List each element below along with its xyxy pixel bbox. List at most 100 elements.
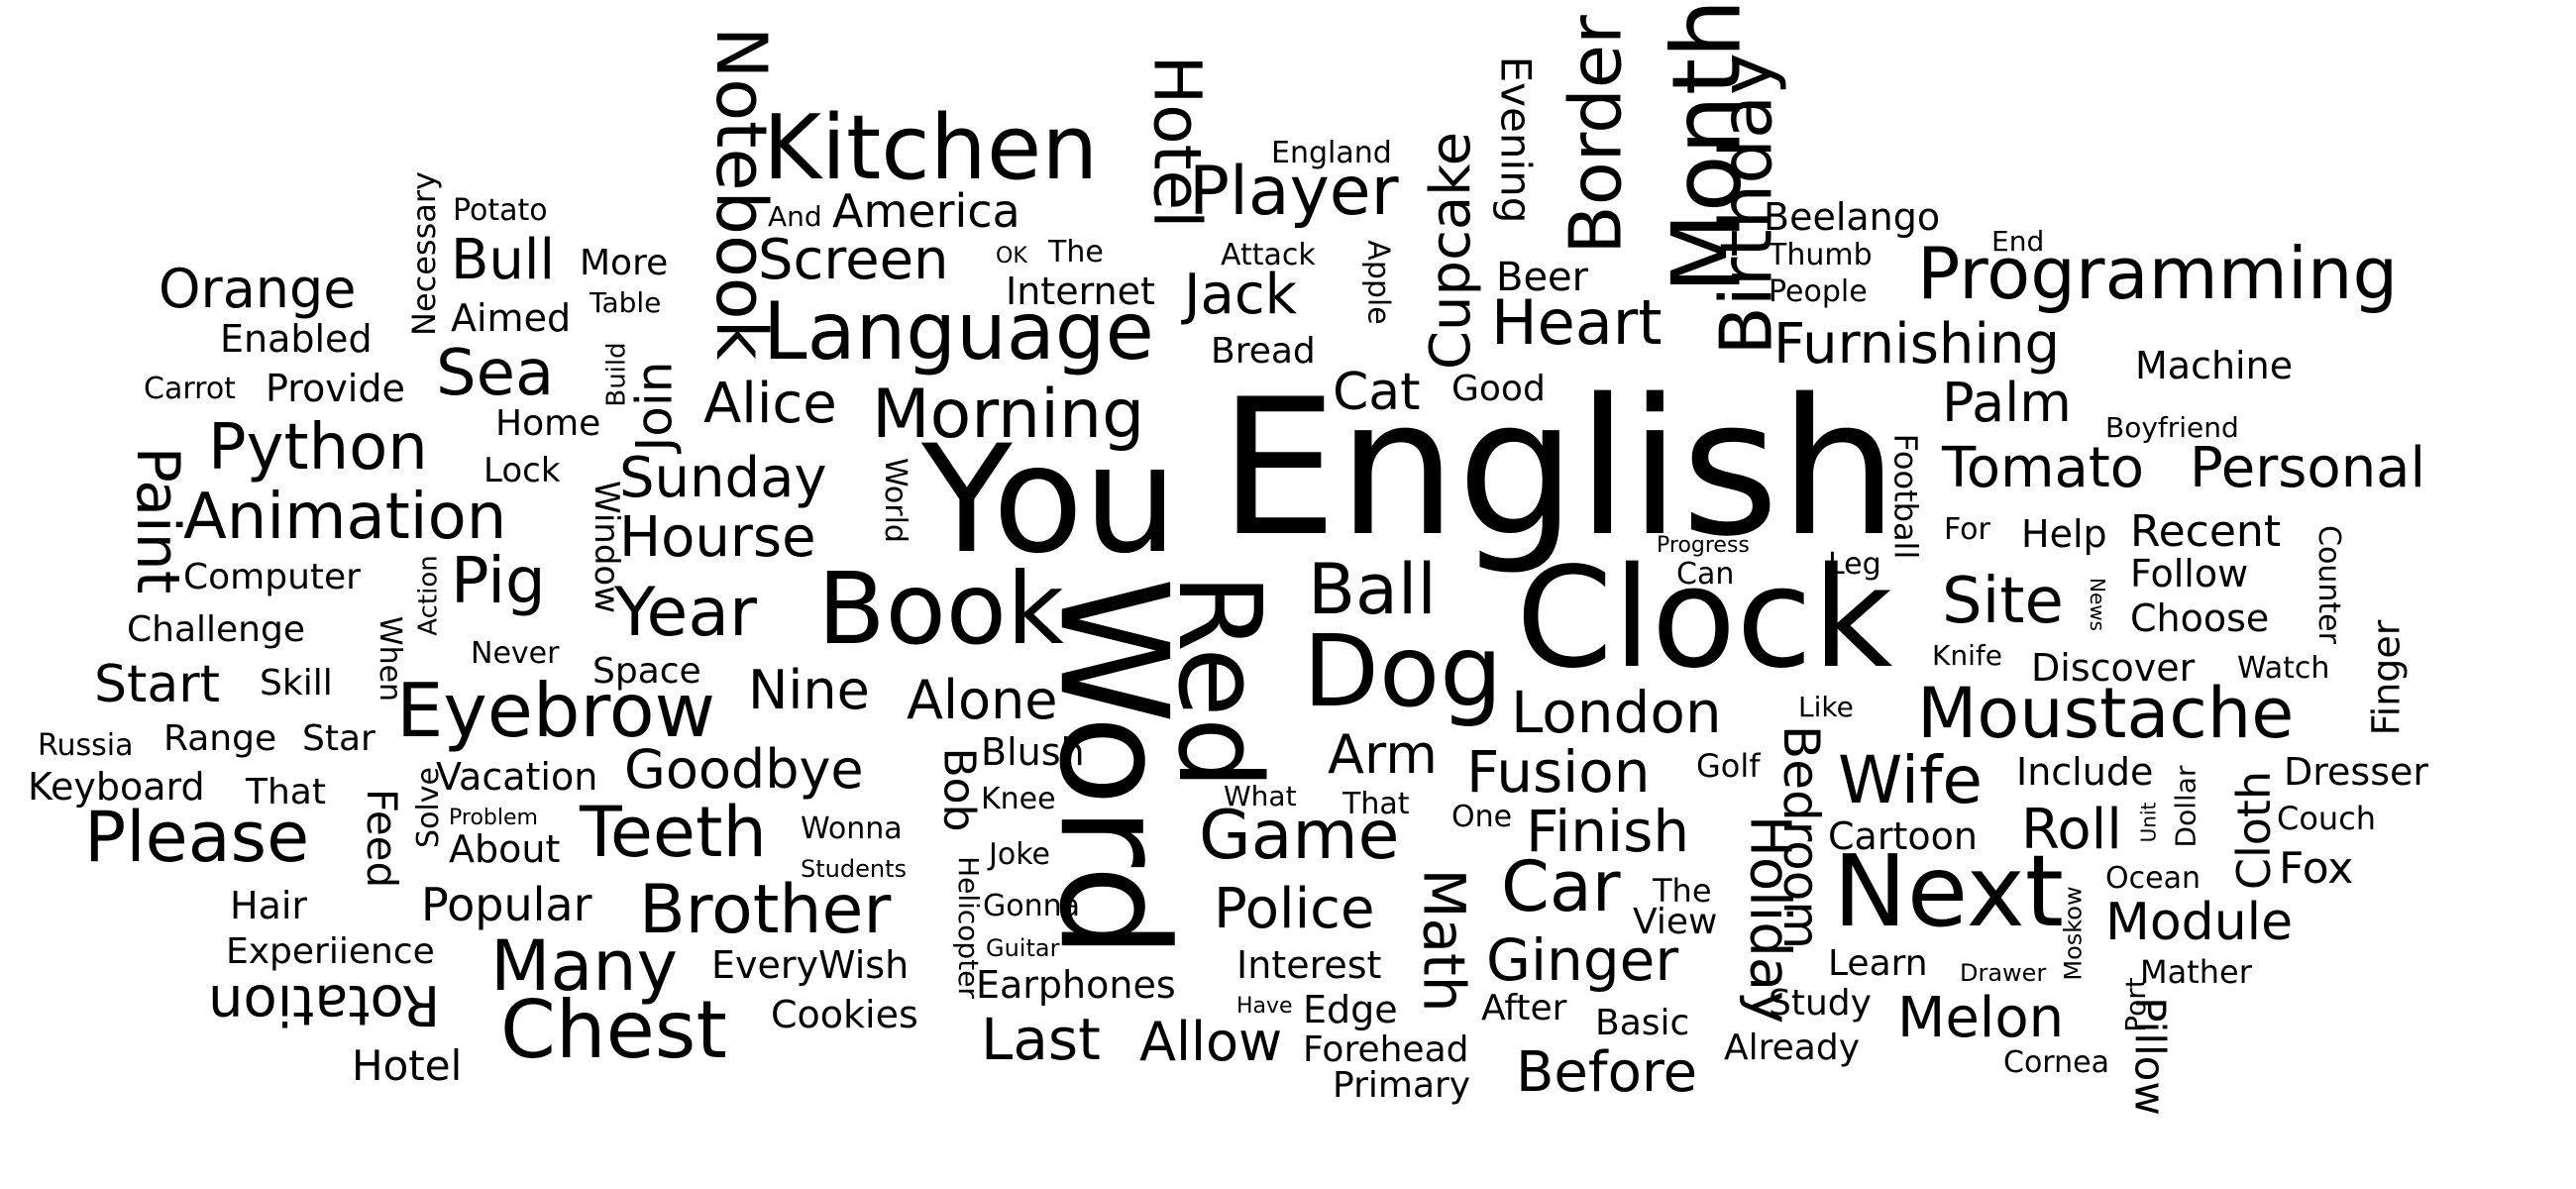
word-join: Join (625, 361, 684, 452)
word-beer: Beer (1496, 255, 1589, 300)
word-next: Next (1833, 833, 2064, 949)
word-melon: Melon (1897, 986, 2065, 1050)
word-rotation: Rotation (208, 972, 441, 1036)
word-window: Window (587, 480, 627, 614)
word-wife: Wife (1838, 742, 1983, 818)
word-notebook: Notebook (700, 26, 783, 361)
word-build: Build (601, 342, 632, 407)
word-cartoon: Cartoon (1828, 814, 1978, 858)
word-the-mid: The (1653, 872, 1712, 910)
word-moustache: Moustache (1917, 673, 2295, 754)
word-like: Like (1798, 691, 1854, 723)
word-many: Many (490, 925, 679, 1007)
word-evening: Evening (1491, 55, 1541, 224)
word-thumb: Thumb (1769, 238, 1873, 272)
word-gonna: Gonna (983, 889, 1081, 923)
word-year: Year (614, 574, 757, 652)
word-skill: Skill (260, 663, 333, 703)
word-choose: Choose (2130, 596, 2270, 640)
word-edge: Edge (1303, 988, 1398, 1031)
word-sea: Sea (436, 337, 555, 410)
word-lock: Lock (483, 451, 561, 490)
word-attack: Attack (1221, 238, 1316, 272)
word-car: Car (1501, 846, 1621, 927)
word-kitchen: Kitchen (763, 96, 1099, 200)
word-cookies: Cookies (771, 993, 918, 1036)
word-screen: Screen (758, 228, 949, 292)
word-math: Math (1410, 868, 1478, 1013)
word-space: Space (592, 651, 701, 692)
word-learn: Learn (1828, 943, 1928, 984)
word-you: You (921, 414, 1178, 587)
word-brother: Brother (639, 871, 892, 949)
word-border: Border (1554, 15, 1638, 255)
word-interest: Interest (1236, 943, 1382, 987)
word-carrot: Carrot (144, 372, 236, 406)
word-already: Already (1724, 1027, 1861, 1068)
word-helicopter: Helicopter (951, 856, 985, 999)
word-bread: Bread (1211, 331, 1316, 372)
word-discover: Discover (2031, 646, 2196, 690)
word-america: America (832, 184, 1020, 238)
word-heart: Heart (1491, 286, 1663, 359)
word-provide: Provide (266, 367, 405, 410)
word-about: About (449, 827, 561, 871)
word-vacation: Vacation (436, 755, 598, 799)
word-and: And (768, 200, 822, 233)
word-moskow: Moskow (2059, 886, 2088, 981)
word-football: Football (1886, 433, 1925, 560)
word-feed: Feed (358, 788, 407, 889)
word-language: Language (763, 285, 1154, 378)
word-forehead: Forehead (1303, 1029, 1469, 1070)
word-start: Start (94, 655, 221, 714)
word-paint: Paint (123, 446, 193, 594)
word-that-left: That (246, 772, 326, 812)
word-alice: Alice (703, 372, 837, 436)
word-nine: Nine (748, 659, 870, 721)
word-potato: Potato (453, 193, 548, 228)
word-teeth: Teeth (580, 792, 767, 873)
word-follow: Follow (2130, 552, 2249, 595)
word-more: More (580, 243, 669, 283)
word-have: Have (1236, 994, 1293, 1019)
word-bull: Bull (451, 228, 556, 292)
word-primary: Primary (1333, 1065, 1471, 1106)
word-fusion: Fusion (1466, 738, 1651, 806)
word-computer: Computer (183, 557, 361, 597)
word-orange: Orange (159, 258, 357, 320)
word-book: Book (817, 551, 1064, 667)
word-aimed: Aimed (451, 296, 572, 340)
word-leg: Leg (1828, 547, 1881, 582)
word-watch: Watch (2237, 651, 2330, 686)
word-problem: Problem (449, 806, 538, 830)
word-one: One (1451, 800, 1513, 834)
word-knife: Knife (1932, 639, 2002, 672)
word-ocean: Ocean (2105, 861, 2200, 896)
word-programming: Programming (1917, 232, 2399, 315)
word-eyebrow: Eyebrow (396, 667, 715, 754)
word-include: Include (2016, 750, 2154, 794)
word-when: When (373, 615, 408, 703)
word-unit: Unit (2136, 802, 2161, 843)
word-bob: Bob (933, 747, 985, 832)
word-tomato: Tomato (1942, 436, 2145, 500)
word-england: England (1271, 136, 1392, 170)
word-cloth: Cloth (2227, 770, 2282, 891)
word-beelango: Beelango (1764, 195, 1941, 239)
word-hair: Hair (230, 884, 308, 927)
word-solve: Solve (410, 767, 446, 848)
word-popular: Popular (421, 878, 592, 931)
word-arm: Arm (1328, 723, 1438, 786)
word-finish: Finish (1526, 798, 1690, 865)
word-recent: Recent (2130, 506, 2282, 557)
word-couch: Couch (2277, 800, 2377, 837)
word-boyfriend: Boyfriend (2105, 411, 2239, 444)
word-apple: Apple (1360, 240, 1396, 325)
word-bedroom: Bedroom (1772, 724, 1831, 950)
word-machine: Machine (2135, 344, 2294, 387)
word-roll: Roll (2021, 798, 2122, 862)
word-english: English (1219, 359, 1899, 578)
word-good: Good (1451, 369, 1546, 409)
word-red: Red (1151, 573, 1285, 790)
word-python: Python (208, 411, 428, 485)
